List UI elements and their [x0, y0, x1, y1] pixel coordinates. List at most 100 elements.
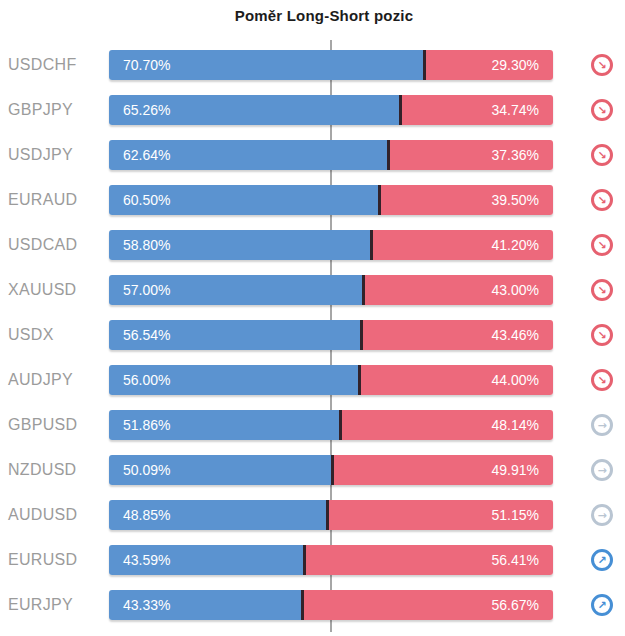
symbol-label: AUDUSD [8, 506, 77, 524]
trend-flat-circle-icon[interactable]: → [591, 459, 613, 481]
long-percent-label: 58.80% [123, 237, 170, 253]
long-short-bar: 70.70% 29.30% [109, 50, 553, 80]
long-short-bar: 48.85% 51.15% [109, 500, 553, 530]
long-percent-label: 56.54% [123, 327, 170, 343]
currency-row: AUDJPY 56.00% 44.00% ↘ [0, 365, 625, 395]
long-segment[interactable]: 65.26% [109, 95, 399, 125]
short-segment[interactable]: 43.46% [360, 320, 553, 350]
currency-row: GBPUSD 51.86% 48.14% → [0, 410, 625, 440]
short-segment[interactable]: 37.36% [387, 140, 553, 170]
symbol-label: USDX [8, 326, 54, 344]
symbol-label: GBPUSD [8, 416, 77, 434]
symbol-label: XAUUSD [8, 281, 76, 299]
symbol-label: USDCHF [8, 56, 76, 74]
long-segment[interactable]: 60.50% [109, 185, 378, 215]
symbol-label: GBPJPY [8, 101, 73, 119]
long-segment[interactable]: 43.59% [109, 545, 303, 575]
short-percent-label: 29.30% [492, 57, 539, 73]
long-short-bar: 56.00% 44.00% [109, 365, 553, 395]
long-segment[interactable]: 43.33% [109, 590, 301, 620]
short-percent-label: 48.14% [492, 417, 539, 433]
long-segment[interactable]: 51.86% [109, 410, 339, 440]
long-percent-label: 60.50% [123, 192, 170, 208]
long-segment[interactable]: 56.54% [109, 320, 360, 350]
long-segment[interactable]: 56.00% [109, 365, 358, 395]
currency-row: XAUUSD 57.00% 43.00% ↘ [0, 275, 625, 305]
long-percent-label: 51.86% [123, 417, 170, 433]
long-percent-label: 56.00% [123, 372, 170, 388]
long-short-bar: 60.50% 39.50% [109, 185, 553, 215]
long-short-bar: 50.09% 49.91% [109, 455, 553, 485]
short-segment[interactable]: 48.14% [339, 410, 553, 440]
short-segment[interactable]: 56.67% [301, 590, 553, 620]
symbol-label: EURJPY [8, 596, 73, 614]
currency-row: USDJPY 62.64% 37.36% ↘ [0, 140, 625, 170]
short-percent-label: 43.00% [492, 282, 539, 298]
short-percent-label: 34.74% [492, 102, 539, 118]
trend-down-circle-icon[interactable]: ↘ [591, 189, 613, 211]
trend-flat-circle-icon[interactable]: → [591, 504, 613, 526]
short-segment[interactable]: 34.74% [399, 95, 553, 125]
short-segment[interactable]: 41.20% [370, 230, 553, 260]
trend-down-circle-icon[interactable]: ↘ [591, 279, 613, 301]
long-segment[interactable]: 50.09% [109, 455, 331, 485]
short-percent-label: 51.15% [492, 507, 539, 523]
trend-down-circle-icon[interactable]: ↘ [591, 54, 613, 76]
currency-row: USDX 56.54% 43.46% ↘ [0, 320, 625, 350]
long-short-bar: 58.80% 41.20% [109, 230, 553, 260]
long-short-bar: 56.54% 43.46% [109, 320, 553, 350]
short-segment[interactable]: 56.41% [303, 545, 553, 575]
long-percent-label: 62.64% [123, 147, 170, 163]
long-short-bar: 43.59% 56.41% [109, 545, 553, 575]
chart-rows: USDCHF 70.70% 29.30% ↘ GBPJPY 65.26% 34.… [0, 0, 625, 636]
trend-down-circle-icon[interactable]: ↘ [591, 144, 613, 166]
currency-row: EURAUD 60.50% 39.50% ↘ [0, 185, 625, 215]
long-short-bar: 65.26% 34.74% [109, 95, 553, 125]
currency-row: NZDUSD 50.09% 49.91% → [0, 455, 625, 485]
short-percent-label: 44.00% [492, 372, 539, 388]
long-percent-label: 48.85% [123, 507, 170, 523]
long-percent-label: 70.70% [123, 57, 170, 73]
trend-down-circle-icon[interactable]: ↘ [591, 324, 613, 346]
currency-row: AUDUSD 48.85% 51.15% → [0, 500, 625, 530]
currency-row: EURUSD 43.59% 56.41% ↗ [0, 545, 625, 575]
long-short-ratio-widget: Poměr Long-Short pozic USDCHF 70.70% 29.… [0, 0, 625, 636]
long-segment[interactable]: 48.85% [109, 500, 326, 530]
short-segment[interactable]: 39.50% [378, 185, 553, 215]
long-short-bar: 51.86% 48.14% [109, 410, 553, 440]
trend-down-circle-icon[interactable]: ↘ [591, 99, 613, 121]
short-segment[interactable]: 51.15% [326, 500, 553, 530]
short-percent-label: 37.36% [492, 147, 539, 163]
long-segment[interactable]: 57.00% [109, 275, 362, 305]
trend-down-circle-icon[interactable]: ↘ [591, 369, 613, 391]
long-segment[interactable]: 62.64% [109, 140, 387, 170]
short-percent-label: 49.91% [492, 462, 539, 478]
long-percent-label: 43.59% [123, 552, 170, 568]
short-segment[interactable]: 44.00% [358, 365, 553, 395]
trend-up-circle-icon[interactable]: ↗ [591, 594, 613, 616]
symbol-label: USDJPY [8, 146, 73, 164]
long-short-bar: 62.64% 37.36% [109, 140, 553, 170]
short-segment[interactable]: 43.00% [362, 275, 553, 305]
long-segment[interactable]: 58.80% [109, 230, 370, 260]
long-segment[interactable]: 70.70% [109, 50, 423, 80]
short-percent-label: 56.67% [492, 597, 539, 613]
symbol-label: AUDJPY [8, 371, 73, 389]
long-percent-label: 50.09% [123, 462, 170, 478]
symbol-label: EURAUD [8, 191, 77, 209]
short-percent-label: 43.46% [492, 327, 539, 343]
long-percent-label: 65.26% [123, 102, 170, 118]
short-segment[interactable]: 29.30% [423, 50, 553, 80]
currency-row: USDCAD 58.80% 41.20% ↘ [0, 230, 625, 260]
symbol-label: USDCAD [8, 236, 77, 254]
trend-down-circle-icon[interactable]: ↘ [591, 234, 613, 256]
short-percent-label: 56.41% [492, 552, 539, 568]
trend-flat-circle-icon[interactable]: → [591, 414, 613, 436]
trend-up-circle-icon[interactable]: ↗ [591, 549, 613, 571]
short-percent-label: 41.20% [492, 237, 539, 253]
long-percent-label: 43.33% [123, 597, 170, 613]
symbol-label: EURUSD [8, 551, 77, 569]
currency-row: EURJPY 43.33% 56.67% ↗ [0, 590, 625, 620]
long-percent-label: 57.00% [123, 282, 170, 298]
short-segment[interactable]: 49.91% [331, 455, 553, 485]
